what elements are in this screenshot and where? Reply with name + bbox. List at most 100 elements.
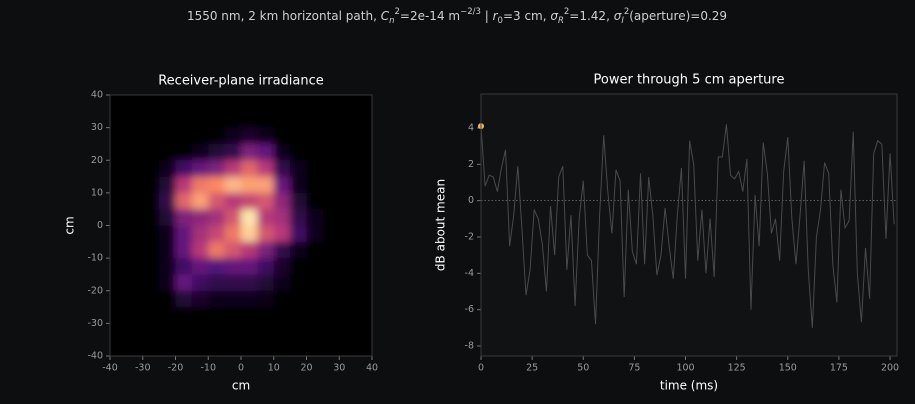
heatmap-cell [126, 127, 144, 145]
heatmap-cell [110, 274, 127, 292]
heatmap-cell [290, 192, 307, 210]
y-tick-label: 40 [91, 90, 103, 101]
heatmap-cell [290, 176, 307, 194]
heatmap-cell [241, 241, 258, 259]
x-tick-label: 125 [728, 363, 746, 374]
heatmap-cell [257, 274, 275, 292]
chart-title: Power through 5 cm aperture [594, 73, 785, 88]
heatmap-cell [355, 143, 372, 161]
x-tick-label: 0 [478, 363, 484, 374]
suptitle-part: r [493, 9, 499, 23]
heatmap-cell [339, 111, 357, 129]
heatmap-cell [175, 95, 193, 112]
heatmap-cell [355, 241, 372, 259]
heatmap-cell [273, 241, 291, 259]
heatmap-cell [339, 323, 357, 341]
heatmap-cell [224, 127, 242, 145]
heatmap-cell [290, 339, 307, 356]
heatmap-cell [339, 274, 357, 292]
heatmap-cell [355, 323, 372, 341]
heatmap-cell [257, 111, 275, 129]
y-tick-label: -20 [87, 285, 103, 296]
y-tick-label: 2 [468, 159, 474, 170]
heatmap-cell [273, 225, 291, 243]
heatmap-cell [208, 209, 226, 226]
heatmap-cell [126, 143, 144, 161]
heatmap-cell [306, 160, 324, 178]
heatmap-cell [126, 111, 144, 129]
heatmap-cell [159, 339, 176, 356]
heatmap-cell [322, 111, 340, 129]
heatmap-cell [159, 111, 176, 129]
y-tick-label: -4 [465, 268, 474, 279]
heatmap-cell [290, 160, 307, 178]
y-axis-label: cm [63, 216, 77, 234]
heatmap-cell [273, 127, 291, 145]
heatmap-cell [208, 339, 226, 356]
heatmap-cell [110, 111, 127, 129]
heatmap-cell [355, 127, 372, 145]
x-tick-label: -40 [102, 363, 118, 374]
heatmap-cell [191, 111, 209, 129]
heatmap-cell [322, 95, 340, 112]
heatmap-cell [339, 290, 357, 308]
heatmap-cell [224, 192, 242, 210]
heatmap-cell [208, 160, 226, 178]
y-axis-label: dB about mean [434, 179, 448, 271]
suptitle-part: | [481, 9, 493, 23]
heatmap-cell [224, 176, 242, 194]
heatmap-cell [110, 258, 127, 275]
heatmap-cell [142, 95, 160, 112]
heatmap-cell [208, 95, 226, 112]
y-tick-label: 4 [468, 122, 474, 133]
suptitle-part: n [389, 16, 394, 26]
heatmap-cell [175, 160, 193, 178]
y-tick-label: -6 [465, 304, 474, 315]
heatmap-cell [191, 323, 209, 341]
heatmap-cell [339, 143, 357, 161]
heatmap-cell [241, 290, 258, 308]
heatmap-cell [257, 176, 275, 194]
heatmap-cell [241, 209, 258, 226]
heatmap-cell [126, 274, 144, 292]
heatmap-cell [322, 160, 340, 178]
heatmap-cell [159, 160, 176, 178]
y-tick-label: 20 [91, 155, 103, 166]
heatmap-cell [241, 307, 258, 324]
heatmap-cell [208, 176, 226, 194]
heatmap-cell [290, 111, 307, 129]
x-tick-label: -30 [135, 363, 151, 374]
heatmap-cell [290, 127, 307, 145]
heatmap-cell [306, 111, 324, 129]
heatmap-cell [273, 274, 291, 292]
suptitle-part: =2e-14 m [400, 9, 460, 23]
heatmap-cell [191, 307, 209, 324]
heatmap-cell [159, 143, 176, 161]
heatmap-cell [273, 307, 291, 324]
heatmap-cell [110, 209, 127, 226]
heatmap-cell [290, 95, 307, 112]
heatmap-cell [142, 241, 160, 259]
heatmap-cell [126, 339, 144, 356]
heatmap-cell [191, 160, 209, 178]
heatmap-cell [175, 192, 193, 210]
x-axis-label: time (ms) [660, 379, 718, 393]
plot-area [481, 94, 897, 356]
heatmap-cell [273, 258, 291, 275]
heatmap-cell [110, 127, 127, 145]
heatmap-cell [257, 209, 275, 226]
heatmap-cell [126, 160, 144, 178]
heatmap-cell [306, 307, 324, 324]
heatmap-cell [159, 274, 176, 292]
heatmap-cell [110, 143, 127, 161]
heatmap-cell [257, 192, 275, 210]
heatmap-cell [159, 95, 176, 112]
heatmap-cell [208, 127, 226, 145]
x-tick-label: 150 [779, 363, 797, 374]
heatmap-cell [273, 192, 291, 210]
suptitle-part: =1.42, [569, 9, 613, 23]
heatmap-cell [241, 339, 258, 356]
heatmap-cell [224, 307, 242, 324]
heatmap-cell [322, 192, 340, 210]
heatmap-cell [126, 225, 144, 243]
